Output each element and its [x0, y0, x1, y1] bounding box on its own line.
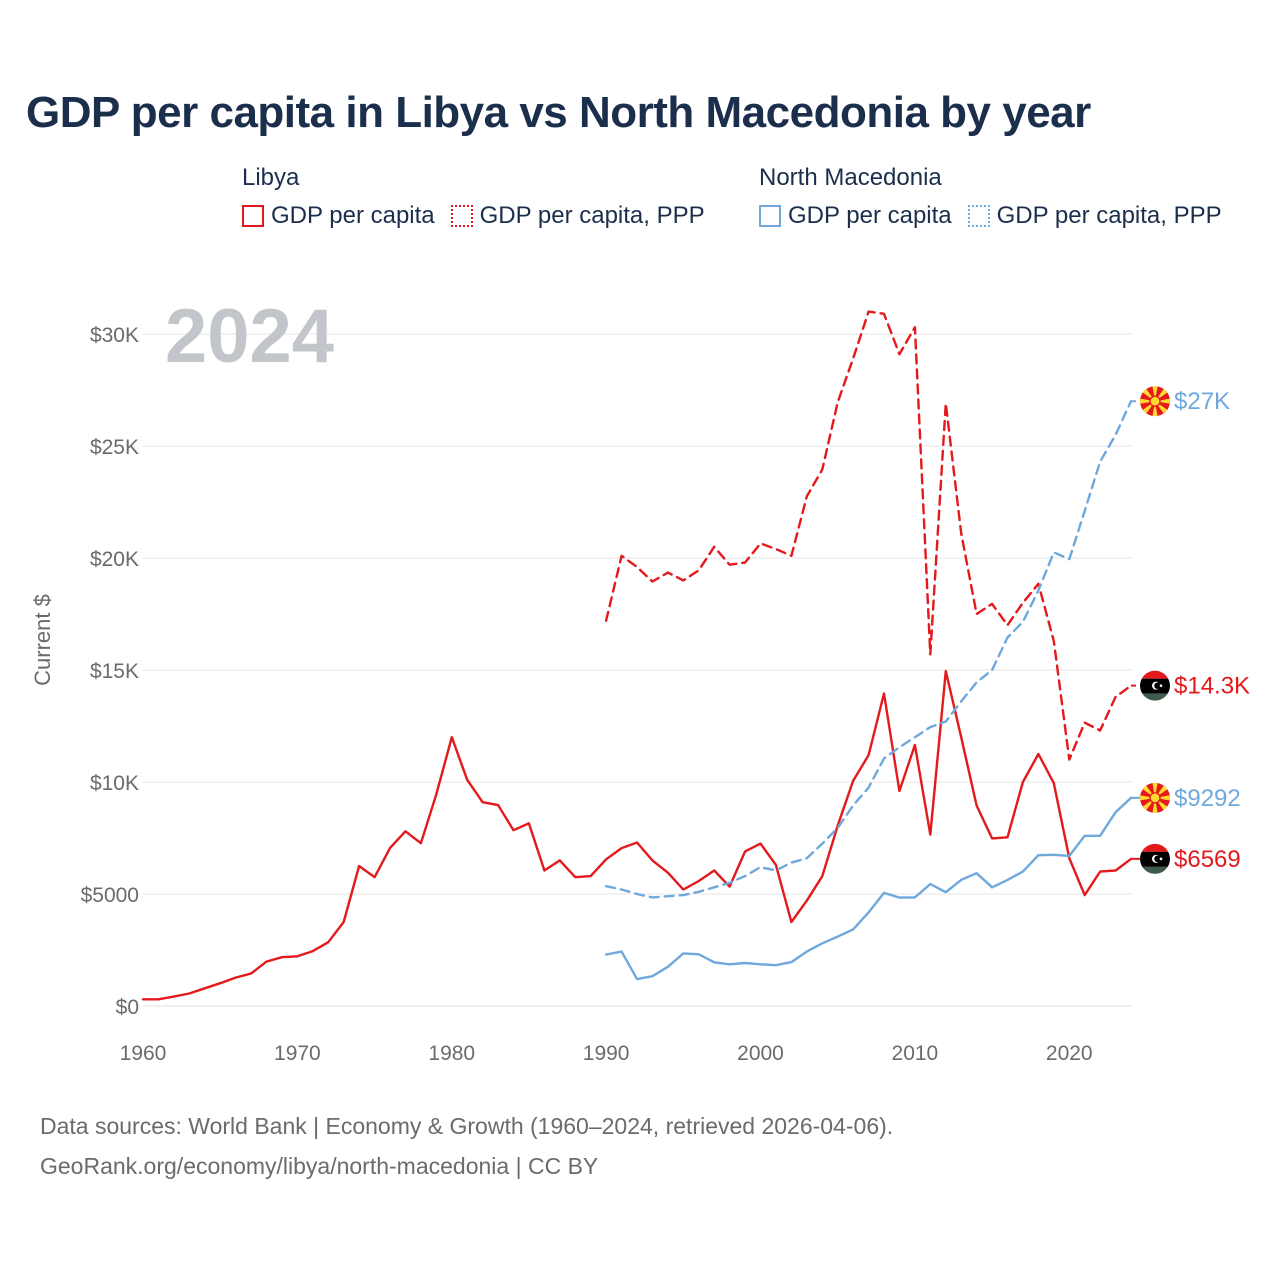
legend-item-mk-gdp-ppp[interactable]: GDP per capita, PPP	[967, 202, 1222, 230]
series-end-label: $27K	[1174, 388, 1230, 415]
series-end-label: $14.3K	[1174, 673, 1250, 700]
series-line-2[interactable]	[604, 796, 1133, 981]
series-line-3[interactable]	[604, 400, 1133, 899]
libya-flag-icon	[1140, 843, 1170, 874]
legend-swatch-solid	[759, 205, 781, 227]
legend-item-label: GDP per capita	[788, 202, 952, 229]
y-tick-label: $30K	[90, 324, 139, 347]
legend-group-title: Libya	[242, 164, 300, 191]
source-link[interactable]: GeoRank.org/economy/libya/north-macedoni…	[40, 1153, 599, 1179]
series-end-label: $6569	[1174, 846, 1241, 873]
legend-item-label: GDP per capita, PPP	[479, 202, 705, 229]
x-tick-label: 1960	[120, 1042, 167, 1065]
y-tick-label: $15K	[90, 660, 139, 683]
y-tick-label: $5000	[81, 884, 139, 907]
x-tick-label: 2010	[892, 1042, 939, 1065]
series-line-1[interactable]	[604, 310, 1133, 761]
legend-item-mk-gdp[interactable]: GDP per capita	[759, 202, 952, 230]
chart-title: GDP per capita in Libya vs North Macedon…	[26, 88, 1091, 137]
legend-swatch-solid	[242, 205, 264, 227]
y-tick-label: $10K	[90, 772, 139, 795]
legend-group-title: North Macedonia	[759, 164, 942, 191]
year-label: 2024	[165, 294, 334, 379]
series-line-0[interactable]	[141, 669, 1133, 1001]
y-tick-label: $0	[116, 996, 139, 1019]
legend-swatch-dotted	[450, 205, 473, 227]
north-macedonia-flag-icon	[1140, 386, 1170, 417]
x-tick-label: 2020	[1046, 1042, 1093, 1065]
data-source-note: Data sources: World Bank | Economy & Gro…	[40, 1113, 894, 1139]
x-tick-label: 2000	[737, 1042, 784, 1065]
legend-item-label: GDP per capita, PPP	[996, 202, 1222, 229]
legend-item-libya-gdp-ppp[interactable]: GDP per capita, PPP	[450, 202, 705, 230]
legend-group-north-macedonia: North Macedonia GDP per capita GDP per c…	[759, 160, 1222, 230]
x-tick-label: 1990	[583, 1042, 630, 1065]
legend-item-label: GDP per capita	[271, 202, 435, 229]
y-tick-label: $25K	[90, 436, 139, 459]
legend-group-libya: Libya GDP per capita GDP per capita, PPP	[242, 160, 705, 230]
y-axis-label: Current $	[30, 594, 55, 686]
y-tick-label: $20K	[90, 548, 139, 571]
legend-swatch-dotted	[967, 205, 990, 227]
legend-item-libya-gdp[interactable]: GDP per capita	[242, 202, 435, 230]
footer: Data sources: World Bank | Economy & Gro…	[40, 1106, 893, 1186]
libya-flag-icon	[1140, 670, 1170, 701]
series-end-label: $9292	[1174, 785, 1241, 812]
x-tick-label: 1970	[274, 1042, 321, 1065]
x-tick-label: 1980	[428, 1042, 475, 1065]
